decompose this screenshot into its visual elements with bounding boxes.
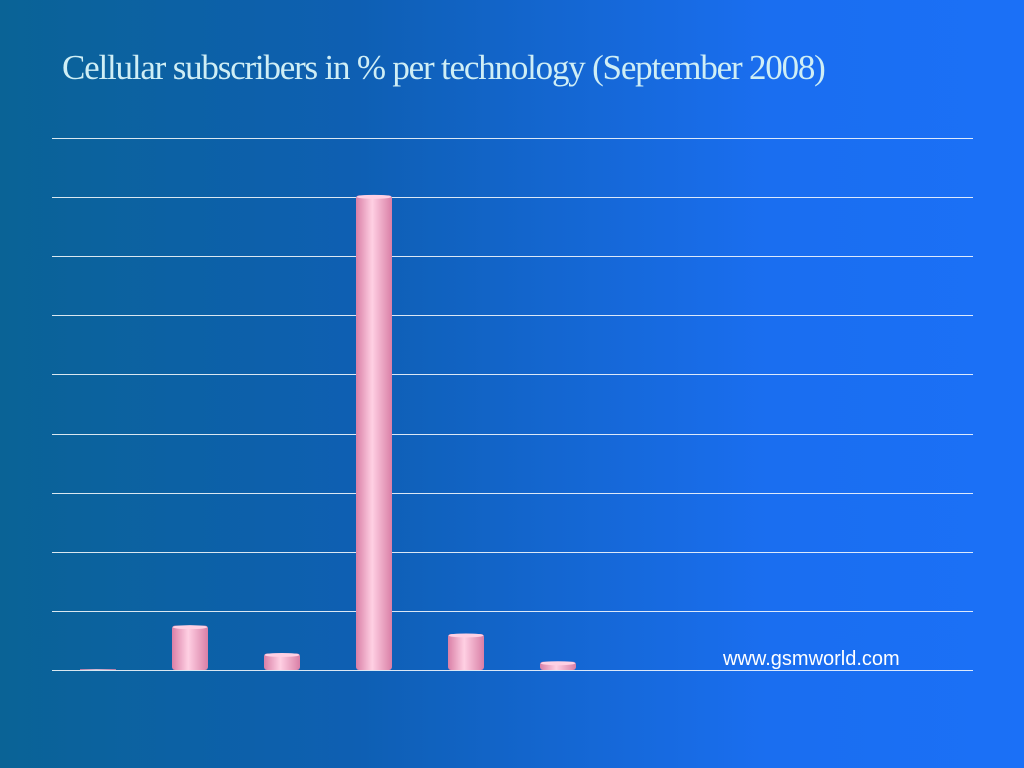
source-credit: www.gsmworld.com	[723, 648, 900, 670]
bar-cap	[172, 625, 208, 630]
slide-title: Cellular subscribers in % per technology…	[62, 48, 826, 87]
bar-cap	[540, 661, 576, 666]
bar-body	[448, 633, 484, 670]
bar-cap	[264, 652, 300, 657]
bar-cap	[448, 633, 484, 638]
bar-body	[356, 195, 392, 671]
bar-1	[80, 669, 116, 670]
bar-4	[356, 194, 392, 671]
bar-body	[172, 625, 208, 670]
bar-body	[80, 669, 116, 670]
bar-5	[448, 633, 484, 670]
bar-6	[540, 661, 576, 670]
bar-3	[264, 652, 300, 670]
bars	[80, 194, 576, 671]
bar-cap	[356, 194, 392, 199]
bar-body	[264, 653, 300, 670]
gridlines	[52, 138, 973, 671]
bar-2	[172, 625, 208, 670]
